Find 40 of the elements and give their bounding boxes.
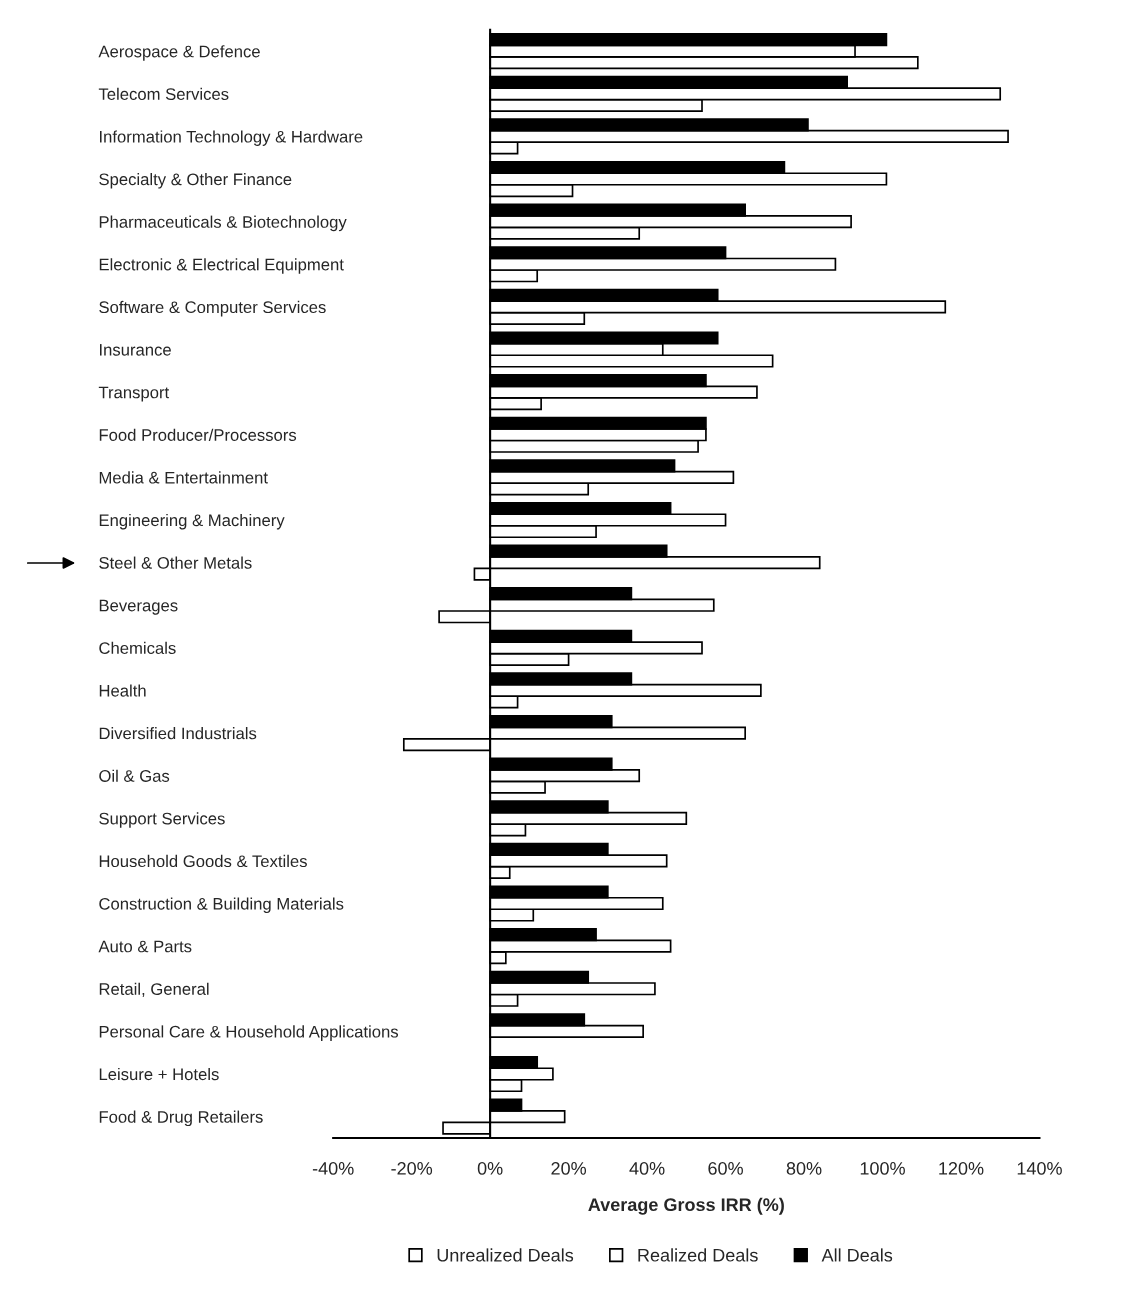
y-tick-label: Aerospace & Defence [98, 45, 260, 61]
y-tick-label: Oil & Gas [99, 769, 170, 782]
x-tick-label: 60% [708, 1162, 743, 1175]
x-tick-label: 40% [629, 1162, 665, 1175]
y-tick-label: Media & Entertainment [99, 471, 268, 484]
x-tick-label: -20% [391, 1162, 433, 1175]
legend-label: Realized Deals [638, 1248, 758, 1262]
y-tick-label: Construction & Building Materials [99, 897, 344, 914]
x-tick-label: 140% [1017, 1162, 1062, 1175]
x-tick-label: 100% [860, 1162, 905, 1175]
y-tick-label: Engineering & Machinery [99, 513, 285, 530]
y-tick-label: Retail, General [99, 982, 209, 997]
y-tick-label: Leisure + Hotels [99, 1067, 219, 1081]
y-tick-label: Software & Computer Services [99, 300, 326, 317]
y-tick-label: Electronic & Electrical Equipment [99, 258, 344, 274]
x-tick-label: 0% [477, 1162, 503, 1175]
x-tick-label: 80% [786, 1162, 822, 1175]
y-tick-label: Pharmaceuticals & Biotechnology [99, 215, 347, 232]
legend-label: Unrealized Deals [437, 1248, 574, 1262]
y-tick-label: Food Producer/Processors [99, 428, 297, 441]
y-tick-label: Information Technology & Hardware [100, 130, 363, 146]
y-tick-label: Household Goods & Textiles [99, 854, 307, 868]
x-tick-label: -40% [312, 1162, 354, 1175]
x-tick-label: 120% [939, 1162, 984, 1175]
y-tick-label: Steel & Other Metals [99, 556, 252, 569]
y-tick-label: Specialty & Other Finance [99, 173, 292, 189]
y-tick-label: Beverages [99, 599, 178, 615]
y-tick-label: Health [99, 684, 146, 697]
y-tick-label: Personal Care & Household Applications [99, 1025, 399, 1041]
y-tick-label: Support Services [99, 812, 225, 828]
legend-label: All Deals [821, 1248, 893, 1262]
y-tick-label: Transport [98, 386, 170, 402]
x-axis-title: Average Gross IRR (%) [588, 1197, 784, 1215]
x-tick-label: 20% [551, 1162, 587, 1175]
y-tick-label: Auto & Parts [98, 940, 192, 953]
y-tick-label: Insurance [100, 344, 171, 356]
y-tick-label: Telecom Services [98, 87, 229, 101]
y-tick-label: Food & Drug Retailers [99, 1110, 263, 1127]
y-tick-label: Diversified Industrials [99, 727, 257, 740]
y-tick-label: Chemicals [99, 641, 176, 655]
